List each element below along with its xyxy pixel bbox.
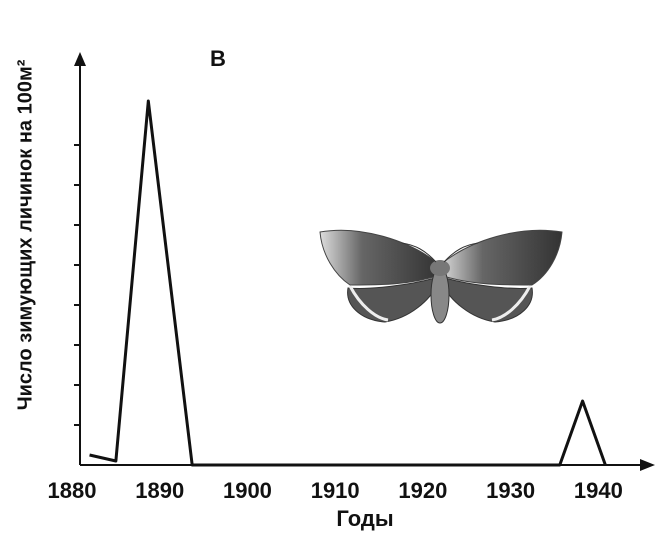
- x-tick-label: 1910: [311, 478, 360, 503]
- x-axis-label: Годы: [336, 506, 393, 531]
- x-axis-arrow: [640, 459, 655, 471]
- moth-illustration: [319, 229, 563, 324]
- x-tick-label: 1930: [486, 478, 535, 503]
- x-tick-label: 1940: [574, 478, 623, 503]
- x-tick-label: 1920: [398, 478, 447, 503]
- data-line: [89, 99, 607, 467]
- x-tick-label: 1880: [48, 478, 97, 503]
- y-axis-label: Число зимующих личинок на 100м²: [14, 59, 36, 410]
- x-tick-label: 1890: [135, 478, 184, 503]
- x-tick-label: 1900: [223, 478, 272, 503]
- chart-title: В: [210, 46, 226, 71]
- y-axis-arrow: [74, 52, 86, 66]
